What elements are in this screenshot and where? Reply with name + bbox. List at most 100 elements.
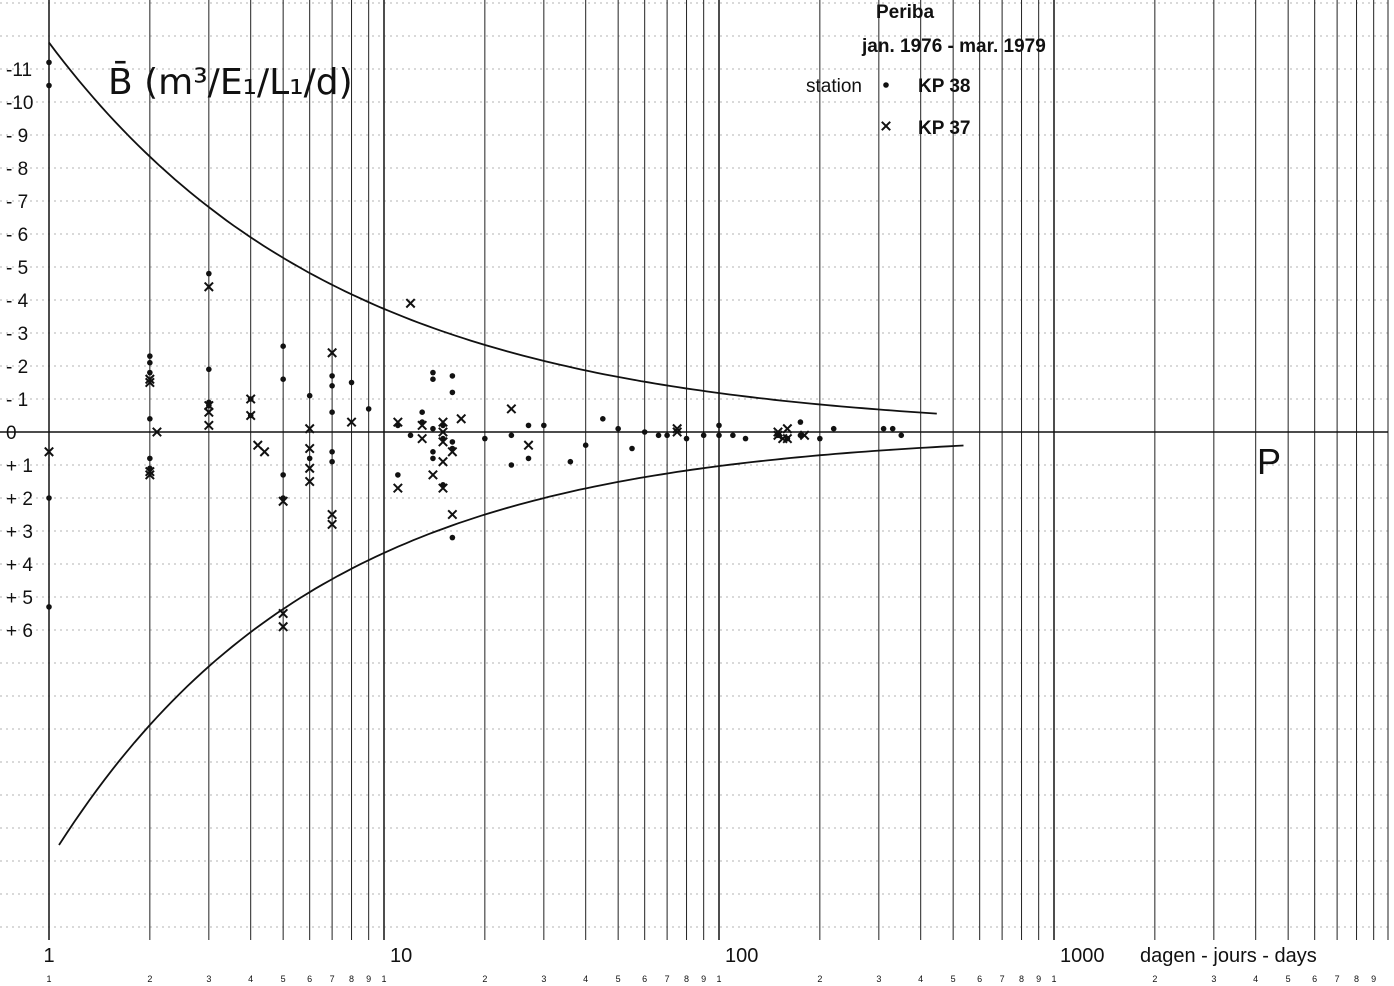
data-point (799, 430, 810, 441)
x-minor-tick-label: 1 (46, 974, 51, 984)
data-point (329, 449, 335, 455)
data-point (365, 406, 372, 412)
cross-stroke (152, 427, 162, 437)
data-point (329, 383, 335, 389)
data-point (782, 433, 793, 444)
series-kp-38 (46, 59, 905, 610)
legend-title: station (806, 76, 862, 97)
data-point (716, 432, 722, 439)
x-decade-tick-label: 1 (43, 945, 54, 967)
x-minor-tick-label: 7 (1000, 974, 1005, 984)
data-point (245, 394, 256, 404)
y-tick-label: -11 (6, 60, 32, 81)
chart-title: B̄ (m³/E₁/L₁/d) (108, 60, 353, 103)
x-minor-tick-label: 3 (876, 974, 881, 984)
cross-stroke (245, 394, 256, 404)
x-minor-tick-label: 8 (1019, 974, 1024, 984)
data-point (428, 469, 438, 480)
data-point (773, 427, 783, 437)
x-minor-tick-label: 3 (541, 974, 546, 984)
data-point (206, 270, 212, 277)
cross-stroke (428, 469, 438, 480)
data-point (582, 442, 589, 449)
data-point (508, 462, 515, 468)
cross-stroke (252, 440, 263, 451)
cross-stroke (672, 423, 683, 434)
x-minor-tick-label: 9 (366, 974, 371, 984)
y-tick-label: - 6 (6, 225, 28, 246)
data-point (672, 427, 683, 437)
cross-stroke (773, 430, 783, 441)
data-point (716, 422, 722, 429)
cross-stroke (456, 413, 467, 424)
data-point (430, 369, 436, 376)
cross-stroke (44, 446, 54, 457)
cross-stroke (506, 403, 517, 414)
cross-stroke (278, 621, 289, 632)
series-kp-37 (44, 281, 810, 632)
data-point (392, 483, 403, 494)
data-point (278, 621, 289, 632)
data-point (152, 427, 162, 437)
data-point (147, 455, 153, 462)
y-tick-label: - 4 (6, 291, 29, 312)
cross-stroke (417, 433, 428, 444)
data-point (417, 433, 428, 444)
y-tick-label: - 8 (6, 159, 28, 180)
data-point (449, 439, 456, 445)
x-minor-tick-label: 2 (482, 974, 487, 984)
data-point (304, 463, 315, 474)
x-minor-tick-label: 8 (349, 974, 354, 984)
y-tick-label: - 3 (6, 324, 28, 345)
x-minor-tick-label: 2 (817, 974, 822, 984)
data-point (405, 298, 416, 309)
data-point (447, 509, 458, 520)
y-tick-label: + 4 (6, 555, 33, 576)
cross-stroke (304, 476, 315, 487)
x-minor-tick-label: 5 (616, 974, 621, 984)
data-point (346, 417, 357, 428)
x-minor-tick-label: 7 (665, 974, 670, 984)
data-point (700, 432, 707, 439)
cross-stroke (203, 407, 214, 418)
data-point (898, 432, 905, 439)
y-tick-label: + 5 (6, 588, 33, 609)
data-point (306, 455, 313, 462)
cross-stroke (392, 417, 403, 428)
y-tick-label: 0 (6, 423, 17, 444)
data-point (430, 376, 436, 383)
x-minor-tick-label: 7 (330, 974, 335, 984)
data-point (329, 409, 335, 416)
lower-envelope-curve (58, 444, 964, 846)
cross-stroke (782, 433, 793, 444)
cross-stroke (304, 463, 315, 474)
cross-stroke (327, 519, 338, 530)
data-point (438, 417, 448, 428)
data-point (438, 427, 448, 437)
x-minor-tick-label: 9 (701, 974, 706, 984)
legend-markers (881, 82, 891, 131)
data-point (144, 374, 155, 385)
data-point (392, 417, 403, 428)
x-minor-tick-label: 6 (642, 974, 647, 984)
data-point (278, 496, 289, 507)
header-line-1: Periba (876, 2, 935, 23)
labels: B̄ (m³/E₁/L₁/d) Periba jan. 1976 - mar. … (108, 2, 1317, 967)
x-minor-tick-label: 4 (248, 974, 253, 984)
cross-stroke (144, 377, 155, 388)
data-point (280, 472, 286, 478)
x-minor-tick-label: 7 (1335, 974, 1340, 984)
data-point (523, 440, 534, 451)
data-point (306, 392, 313, 399)
data-point (672, 423, 683, 434)
cross-stroke (259, 446, 270, 457)
cross-stroke (278, 496, 289, 507)
data-point (46, 604, 52, 610)
y-tick-label: - 1 (6, 390, 28, 411)
data-point (407, 432, 414, 439)
y-tick-label: - 2 (6, 357, 28, 378)
data-point (655, 432, 662, 439)
data-point (641, 429, 648, 435)
cross-stroke (144, 469, 155, 480)
